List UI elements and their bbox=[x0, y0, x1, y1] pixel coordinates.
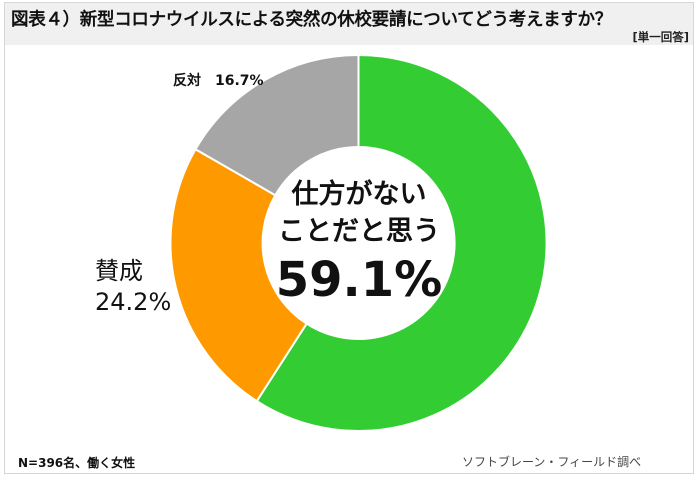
chart-header: 図表４）新型コロナウイルスによる突然の休校要請についてどう考えますか？ [単一回… bbox=[5, 3, 693, 45]
label-unavoidable-pct: 59.1% bbox=[275, 252, 443, 308]
label-oppose-name: 反対 bbox=[173, 73, 201, 89]
label-unavoidable-line1: 仕方がない bbox=[291, 179, 427, 210]
slice-agree bbox=[169, 147, 308, 403]
label-oppose: 反対 16.7% bbox=[173, 70, 264, 90]
source-note: ソフトブレーン・フィールド調べ bbox=[462, 455, 642, 469]
slice-oppose bbox=[194, 53, 360, 197]
chart-title: 図表４）新型コロナウイルスによる突然の休校要請についてどう考えますか？ bbox=[11, 10, 612, 30]
sample-size-note: N=396名、働く女性 bbox=[18, 456, 136, 470]
label-agree: 賛成 24.2% bbox=[95, 256, 171, 318]
label-agree-name: 賛成 bbox=[95, 257, 143, 285]
slice-unavoidable bbox=[255, 53, 548, 432]
label-unavoidable-line2: ことだと思う bbox=[278, 216, 440, 247]
label-oppose-pct: 16.7% bbox=[215, 73, 264, 89]
label-unavoidable: 仕方がない ことだと思う 59.1% bbox=[263, 176, 455, 308]
label-agree-pct: 24.2% bbox=[95, 288, 172, 316]
answer-type-note: [単一回答] bbox=[632, 30, 689, 44]
